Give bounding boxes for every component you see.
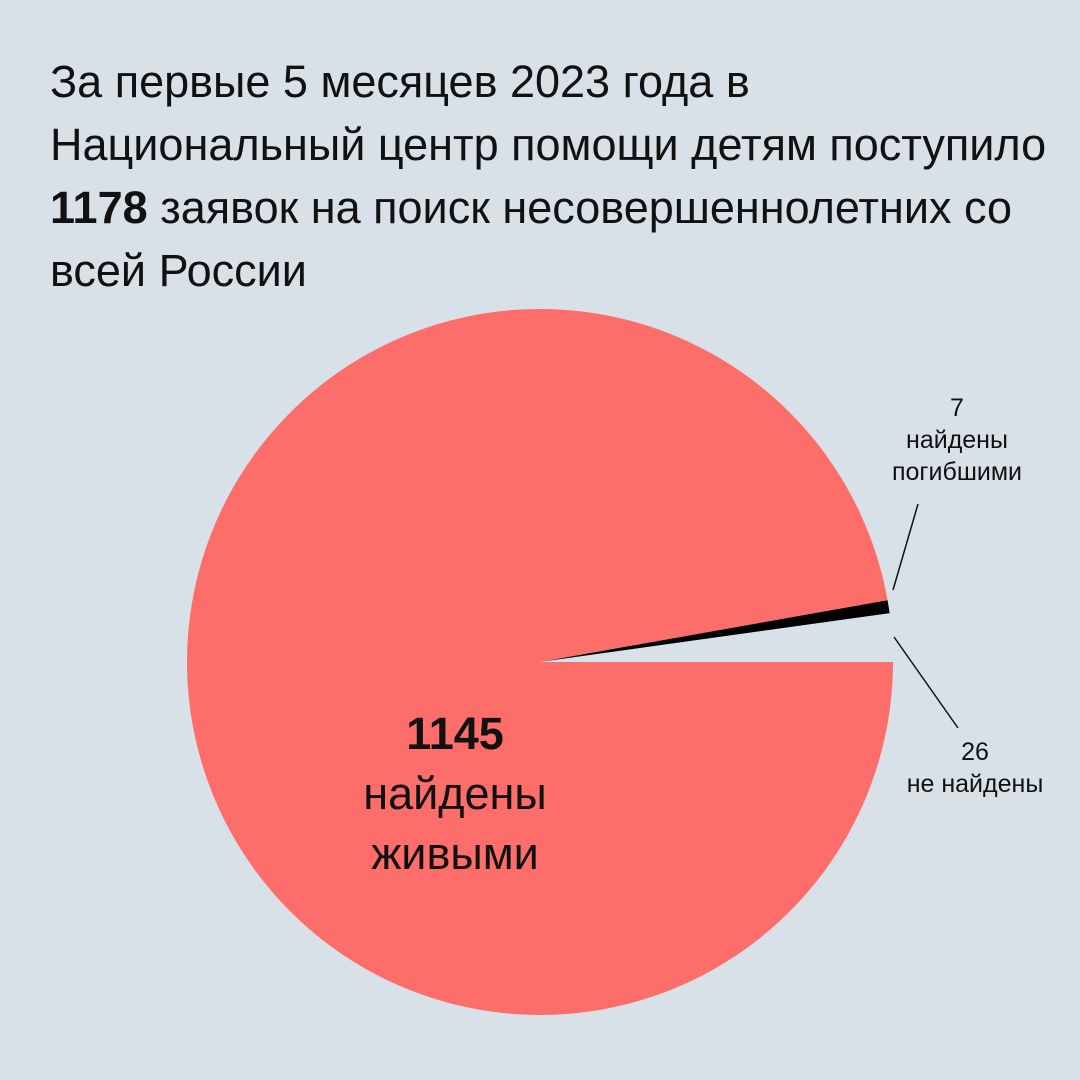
leader-line-not-found — [893, 636, 959, 729]
title-total-count: 1178 — [50, 182, 148, 233]
title-text-before: За первые 5 месяцев 2023 года в Национал… — [50, 56, 1047, 170]
label-found-alive-text-1: найдены — [363, 768, 547, 819]
label-not-found-value: 26 — [961, 738, 989, 766]
label-found-dead-value: 7 — [950, 394, 964, 422]
leader-line-found-dead — [892, 503, 919, 591]
label-found-alive: 1145 найдены живыми — [305, 704, 605, 884]
pie-slice-found-dead — [540, 600, 890, 662]
label-found-alive-text-2: живыми — [371, 828, 539, 879]
label-found-dead-text-1: найдены — [906, 426, 1008, 454]
title-text-after: заявок на поиск несовершеннолетних со вс… — [50, 182, 1013, 296]
pie-slice-not-found — [540, 613, 893, 662]
pie-slice-found-alive — [187, 308, 893, 1015]
label-not-found-text-1: не найдены — [906, 770, 1044, 798]
label-found-dead-text-2: погибшими — [891, 458, 1023, 486]
label-found-dead: 7 найдены погибшими — [857, 392, 1057, 488]
label-found-alive-value: 1145 — [406, 708, 504, 759]
label-not-found: 26 не найдены — [875, 736, 1075, 800]
page-title: За первые 5 месяцев 2023 года в Национал… — [50, 50, 1050, 302]
